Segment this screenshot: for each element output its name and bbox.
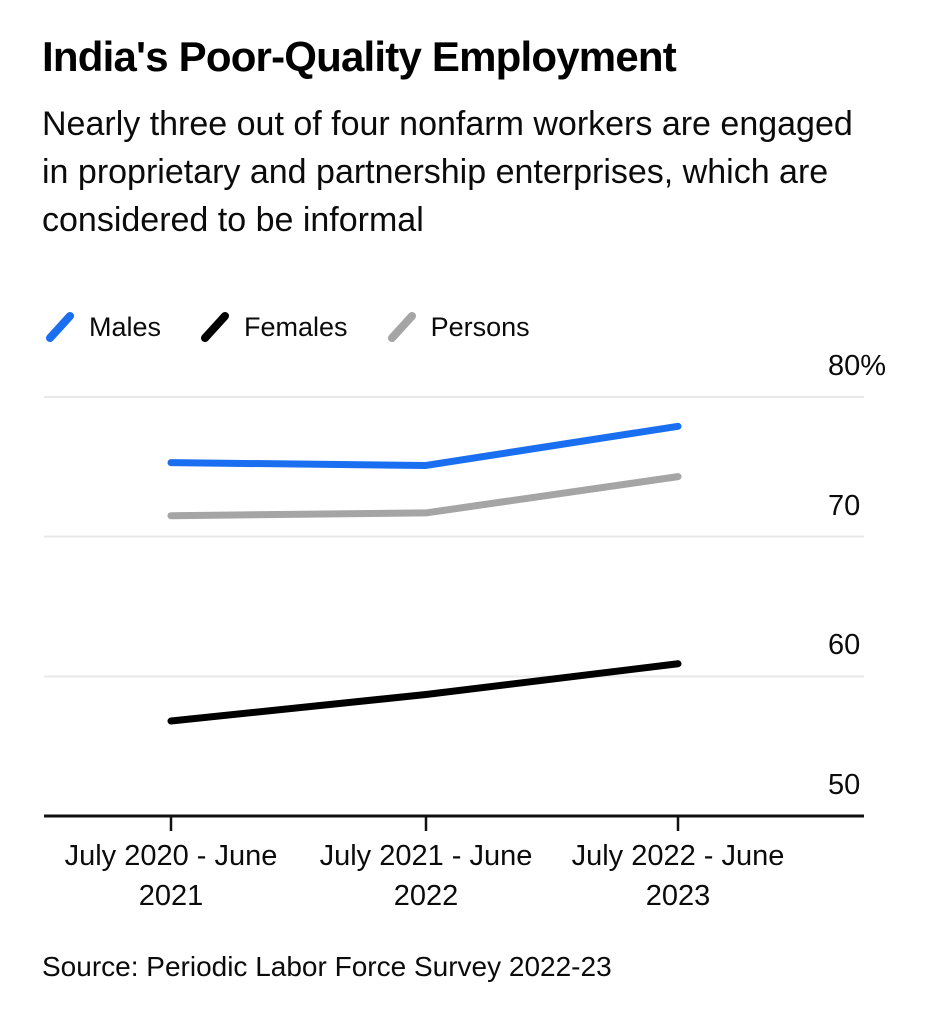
legend-item-persons: Persons [386, 311, 530, 343]
chart-legend: Males Females Persons [44, 311, 530, 343]
x-axis-label-2020-21: July 2020 - June 2021 [6, 836, 336, 916]
persons-line [167, 473, 682, 520]
y-axis-label-60: 60 [828, 629, 861, 662]
x-axis-label-line2: 2022 [393, 880, 459, 912]
chart-title: India's Poor-Quality Employment [42, 33, 677, 80]
legend-item-females: Females [199, 311, 348, 343]
chart-subtitle: Nearly three out of four nonfarm workers… [42, 105, 853, 239]
x-axis-label-line1: July 2021 - June [319, 840, 533, 872]
x-axis-label-line1: July 2020 - June [64, 840, 278, 872]
x-axis-label-line1: July 2022 - June [571, 840, 785, 872]
y-axis-label-70: 70 [828, 489, 861, 522]
legend-item-males: Males [44, 311, 161, 343]
x-axis-label-line2: 2021 [138, 880, 204, 912]
females-line [167, 660, 682, 725]
persons-slash-icon [387, 312, 416, 342]
females-slash-icon [201, 312, 230, 342]
source-text: Source: Periodic Labor Force Survey 2022… [42, 951, 612, 982]
legend-label-males: Males [89, 311, 162, 342]
legend-label-persons: Persons [430, 311, 530, 342]
x-axis-label-line2: 2023 [645, 880, 711, 912]
males-line [167, 422, 682, 469]
y-axis-label-50: 50 [828, 769, 861, 801]
x-axis-label-2022-23: July 2022 - June 2023 [513, 836, 843, 916]
males-slash-icon [46, 312, 74, 342]
x-axis-label-2021-22: July 2021 - June 2022 [261, 836, 591, 916]
legend-label-females: Females [244, 311, 348, 342]
y-axis-label-80: 80% [828, 350, 887, 382]
